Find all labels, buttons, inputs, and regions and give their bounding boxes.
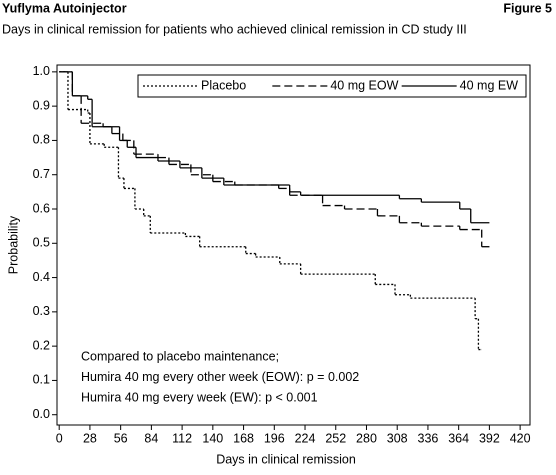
y-tick-label: 0.6 bbox=[33, 201, 50, 215]
x-tick-label: 56 bbox=[114, 431, 128, 445]
y-tick-label: 1.0 bbox=[33, 64, 50, 78]
legend-label: 40 mg EOW bbox=[330, 78, 398, 92]
x-tick-label: 28 bbox=[83, 431, 97, 445]
annotation: Compared to placebo maintenance; bbox=[81, 349, 279, 363]
x-tick-label: 420 bbox=[510, 431, 531, 445]
legend-label: 40 mg EW bbox=[460, 78, 519, 92]
x-tick-label: 364 bbox=[448, 431, 469, 445]
y-tick-label: 0.8 bbox=[33, 133, 50, 147]
y-tick-label: 0.4 bbox=[33, 270, 50, 284]
x-tick-label: 252 bbox=[325, 431, 346, 445]
x-tick-label: 140 bbox=[202, 431, 223, 445]
y-tick-label: 0.0 bbox=[33, 407, 50, 421]
plot-frame bbox=[56, 64, 531, 426]
annotation: Humira 40 mg every other week (EOW): p =… bbox=[81, 370, 359, 384]
x-tick-label: 224 bbox=[295, 431, 316, 445]
figure-label: Figure 5 bbox=[503, 1, 552, 15]
x-tick-label: 112 bbox=[172, 431, 192, 445]
y-tick-label: 0.7 bbox=[33, 167, 50, 181]
x-tick-label: 392 bbox=[479, 431, 500, 445]
x-tick-label: 84 bbox=[144, 431, 158, 445]
y-axis-label: Probability bbox=[6, 215, 20, 274]
y-tick-label: 0.1 bbox=[33, 373, 50, 387]
y-tick-label: 0.5 bbox=[33, 236, 50, 250]
x-tick-label: 280 bbox=[356, 431, 377, 445]
x-axis-label: Days in clinical remission bbox=[216, 452, 356, 466]
y-tick-label: 0.2 bbox=[33, 338, 50, 352]
y-tick-label: 0.3 bbox=[33, 304, 50, 318]
x-tick-label: 308 bbox=[387, 431, 408, 445]
x-tick-label: 196 bbox=[264, 431, 285, 445]
legend-box bbox=[137, 74, 527, 98]
annotation: Humira 40 mg every week (EW): p < 0.001 bbox=[81, 390, 318, 404]
x-tick-label: 336 bbox=[418, 431, 439, 445]
chart-title: Yuflyma Autoinjector bbox=[2, 1, 127, 15]
x-tick-label: 168 bbox=[233, 431, 254, 445]
legend-label: Placebo bbox=[201, 78, 246, 92]
x-tick-label: 0 bbox=[56, 431, 63, 445]
y-tick-label: 0.9 bbox=[33, 98, 50, 112]
chart-subtitle: Days in clinical remission for patients … bbox=[2, 22, 467, 36]
